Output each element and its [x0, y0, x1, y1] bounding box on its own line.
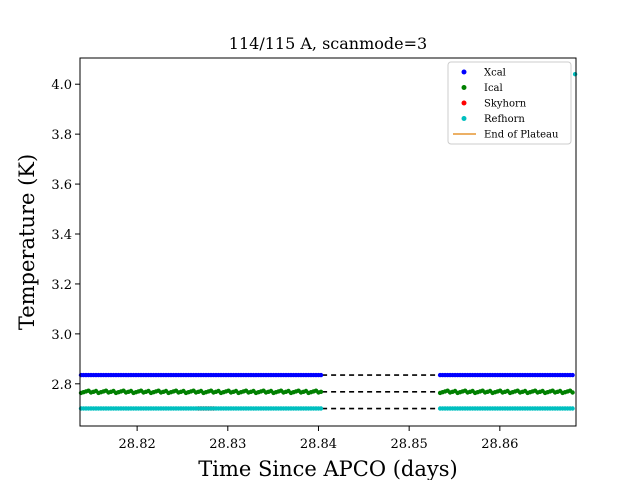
x-tick-label: 28.84: [300, 437, 337, 452]
legend-label: End of Plateau: [484, 130, 559, 141]
plot-frame: [79, 57, 577, 427]
y-tick-label: 3.2: [51, 278, 72, 293]
data-point-ical: [318, 389, 324, 394]
data-point-refhorn: [318, 406, 324, 411]
legend-dot-marker: [461, 116, 467, 121]
x-tick-label: 28.82: [119, 437, 156, 452]
legend-item-skyhorn: Skyhorn: [461, 99, 527, 110]
y-tick-label: 4.0: [51, 78, 72, 93]
legend-label: Skyhorn: [484, 99, 527, 110]
series-refhorn: [78, 72, 578, 411]
x-tick-label: 28.85: [391, 437, 428, 452]
chart-title: 114/115 A, scanmode=3: [229, 34, 427, 53]
y-tick-label: 3.6: [51, 178, 72, 193]
legend-dot-marker: [461, 69, 467, 75]
y-axis-label: Temperature (K): [15, 154, 39, 330]
data-point-ical: [570, 390, 575, 395]
legend-item-ical: Ical: [461, 83, 503, 94]
x-tick-label: 28.86: [481, 437, 518, 452]
legend-dot-marker: [461, 85, 467, 90]
data-point-refhorn-outlier: [572, 72, 578, 77]
x-axis-ticks: 28.82 28.83 28.84 28.85 28.86: [119, 426, 518, 452]
legend-item-refhorn: Refhorn: [461, 114, 525, 125]
x-axis-label: Time Since APCO (days): [198, 457, 457, 480]
y-tick-label: 3.8: [51, 128, 72, 143]
data-point-xcal: [318, 372, 324, 378]
y-tick-label: 3.4: [51, 228, 72, 243]
legend-label: Refhorn: [484, 114, 525, 125]
legend-dot-marker: [461, 100, 467, 106]
legend-frame: [447, 61, 572, 145]
legend-label: Ical: [484, 83, 503, 94]
series-xcal: [78, 372, 575, 378]
data-point-refhorn: [570, 406, 575, 411]
data-points: [78, 72, 578, 411]
y-axis-ticks: 2.8 3.0 3.2 3.4 3.6 3.8 4.0: [51, 78, 80, 393]
legend-label: Xcal: [484, 68, 506, 79]
legend-item-end-of-plateau: End of Plateau: [453, 130, 559, 141]
x-tick-label: 28.83: [209, 437, 246, 452]
gap-lines: [322, 374, 440, 410]
legend: Xcal Ical Skyhorn Refhorn End of Plateau: [447, 61, 572, 145]
y-tick-label: 3.0: [51, 328, 72, 343]
data-point-xcal: [570, 372, 575, 378]
legend-item-xcal: Xcal: [461, 68, 506, 79]
series-ical: [78, 388, 575, 396]
y-tick-label: 2.8: [51, 378, 72, 393]
